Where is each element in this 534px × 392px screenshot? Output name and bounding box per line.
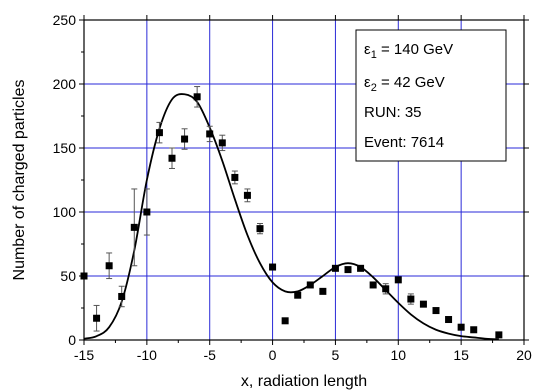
legend-frame (355, 29, 507, 162)
data-point (256, 225, 264, 233)
x-tick-label: 20 (516, 347, 532, 363)
x-tick-label: -15 (74, 347, 94, 363)
data-point (143, 208, 151, 216)
x-axis-label: x, radiation length (241, 373, 367, 390)
y-tick-label: 200 (53, 76, 77, 92)
x-tick-label: -5 (203, 347, 216, 363)
fit-curve (83, 93, 499, 341)
data-points (80, 93, 503, 339)
x-tick-label: 10 (390, 347, 406, 363)
data-point (105, 262, 113, 270)
data-point (155, 129, 163, 137)
data-point (181, 135, 189, 143)
y-tick-label: 50 (60, 268, 76, 284)
data-point (281, 317, 289, 325)
data-point (369, 281, 377, 289)
y-tick-labels: 0 50 100 150 200 250 (53, 12, 77, 348)
legend-entry-run: RUN: 35 (364, 104, 422, 121)
data-point (457, 323, 465, 331)
y-tick-label: 0 (68, 332, 76, 348)
data-point (243, 191, 251, 199)
data-point (294, 291, 302, 299)
data-point (394, 276, 402, 284)
data-point (331, 264, 339, 272)
x-tick-label: 5 (332, 347, 340, 363)
legend-entry-event: Event: 7614 (364, 134, 444, 151)
data-point (193, 93, 201, 101)
x-tick-label: -10 (137, 347, 157, 363)
data-point (432, 307, 440, 315)
data-point (80, 272, 88, 280)
data-point (445, 316, 453, 324)
legend-box: ε1 = 140 GeV ε2 = 42 GeV RUN: 35 Event: … (355, 29, 507, 162)
data-point (269, 263, 277, 271)
legend-entry-e2: ε2 = 42 GeV (364, 74, 445, 94)
data-point (206, 130, 214, 138)
data-point (357, 264, 365, 272)
data-point (231, 173, 239, 181)
x-tick-label: 0 (269, 347, 277, 363)
y-tick-label: 250 (53, 12, 77, 28)
data-point (306, 281, 314, 289)
data-point (470, 326, 478, 334)
data-point (130, 223, 138, 231)
data-point (168, 154, 176, 162)
data-point (218, 139, 226, 147)
legend-entry-e1: ε1 = 140 GeV (364, 41, 453, 61)
data-point (319, 287, 327, 295)
x-tick-labels: -15 -10 -5 0 5 10 15 20 (74, 347, 532, 363)
y-tick-label: 100 (53, 204, 77, 220)
data-point (495, 331, 503, 339)
data-point (407, 295, 415, 303)
data-point (382, 285, 390, 293)
data-point (93, 314, 101, 322)
x-tick-label: 15 (453, 347, 469, 363)
data-point (419, 300, 427, 308)
y-tick-label: 150 (53, 140, 77, 156)
data-point (118, 292, 126, 300)
data-point (344, 266, 352, 274)
y-axis-label: Number of charged particles (11, 80, 28, 281)
